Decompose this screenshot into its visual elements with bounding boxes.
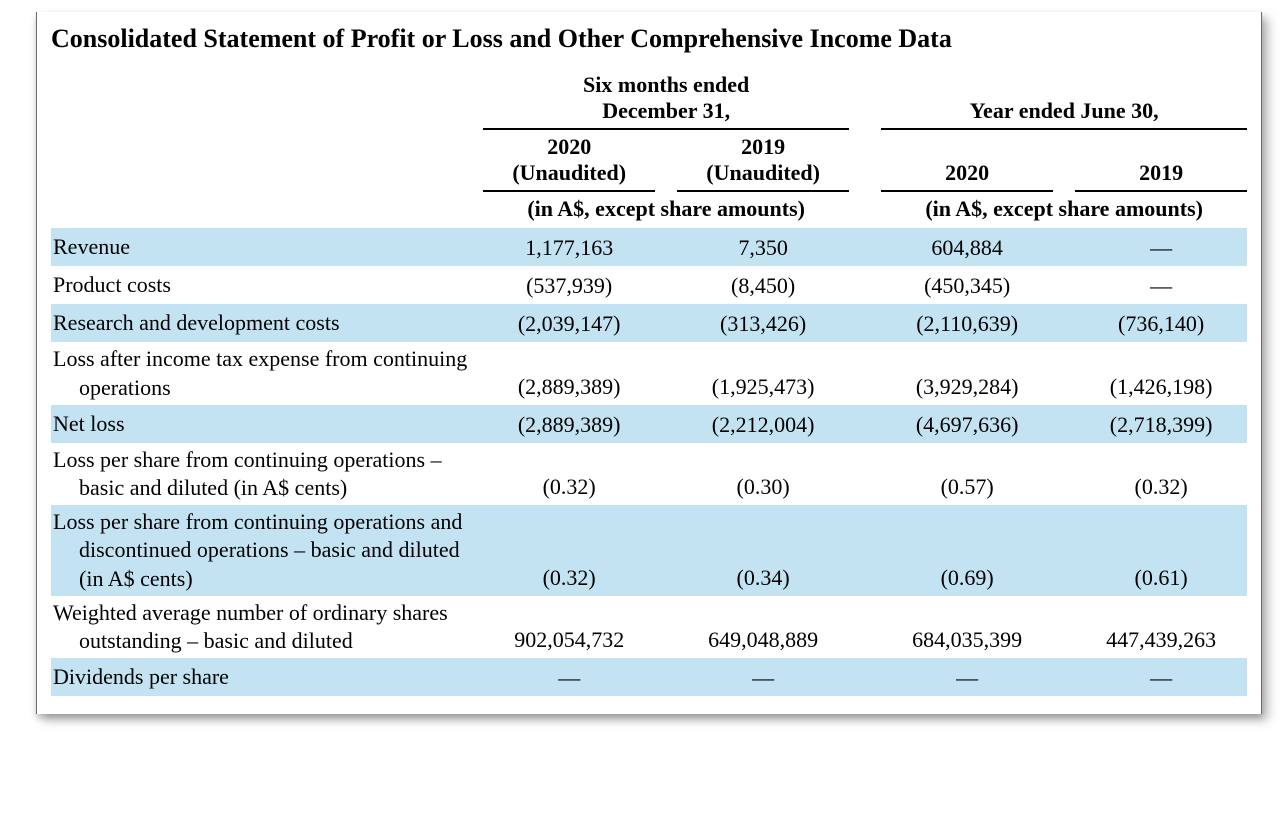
cell-value: (450,345) <box>881 266 1053 304</box>
table-row: Net loss(2,889,389) (2,212,004) (4,697,636… <box>51 405 1247 443</box>
cell-value: (736,140) <box>1075 304 1247 342</box>
cell-value: — <box>881 658 1053 696</box>
table-row: Product costs(537,939) (8,450) (450,345) — <box>51 266 1247 304</box>
cell-value: 7,350 <box>677 228 849 266</box>
header-six-months: Six months ended December 31, <box>483 68 849 129</box>
cell-value: (1,426,198) <box>1075 342 1247 404</box>
header-group-row: Six months ended December 31, Year ended… <box>51 68 1247 129</box>
row-label: Revenue <box>51 228 483 266</box>
statement-panel: Consolidated Statement of Profit or Loss… <box>36 12 1262 714</box>
cell-value: (4,697,636) <box>881 405 1053 443</box>
table-row: Loss per share from continuing operation… <box>51 505 1247 595</box>
header-years-row: 2020 (Unaudited) 2019 (Unaudited) 2020 2… <box>51 129 1247 191</box>
cell-value: (0.30) <box>677 443 849 505</box>
col2-note: (Unaudited) <box>706 160 820 185</box>
cell-value: — <box>1075 658 1247 696</box>
cell-value: — <box>677 658 849 696</box>
cell-value: (2,039,147) <box>483 304 655 342</box>
cell-value: (0.61) <box>1075 505 1247 595</box>
cell-value: (0.57) <box>881 443 1053 505</box>
row-label: Dividends per share <box>51 658 483 696</box>
col-header-2: 2019 (Unaudited) <box>677 129 849 191</box>
col1-note: (Unaudited) <box>512 160 626 185</box>
cell-value: (8,450) <box>677 266 849 304</box>
table-row: Loss after income tax expense from conti… <box>51 342 1247 404</box>
col1-year: 2020 <box>547 134 591 159</box>
cell-value: (0.32) <box>1075 443 1247 505</box>
financial-table: Six months ended December 31, Year ended… <box>51 68 1247 696</box>
cell-value: (313,426) <box>677 304 849 342</box>
header-six-months-line1: Six months ended <box>583 72 749 97</box>
cell-value: (1,925,473) <box>677 342 849 404</box>
cell-value: — <box>1075 266 1247 304</box>
cell-value: 1,177,163 <box>483 228 655 266</box>
cell-value: 604,884 <box>881 228 1053 266</box>
cell-value: (2,212,004) <box>677 405 849 443</box>
cell-value: (0.32) <box>483 443 655 505</box>
cell-value: 684,035,399 <box>881 596 1053 658</box>
row-label: Loss per share from continuing operation… <box>51 505 483 595</box>
row-label: Research and development costs <box>51 304 483 342</box>
col-header-3: 2020 <box>881 129 1053 191</box>
row-label: Product costs <box>51 266 483 304</box>
cell-value: 649,048,889 <box>677 596 849 658</box>
table-title: Consolidated Statement of Profit or Loss… <box>51 22 1247 68</box>
cell-value: (2,889,389) <box>483 342 655 404</box>
cell-value: — <box>1075 228 1247 266</box>
row-label: Net loss <box>51 405 483 443</box>
units-left: (in A$, except share amounts) <box>483 191 849 228</box>
row-label: Weighted average number of ordinary shar… <box>51 596 483 658</box>
cell-value: (0.34) <box>677 505 849 595</box>
cell-value: (537,939) <box>483 266 655 304</box>
units-right: (in A$, except share amounts) <box>881 191 1247 228</box>
header-year-ended: Year ended June 30, <box>881 68 1247 129</box>
table-row: Weighted average number of ordinary shar… <box>51 596 1247 658</box>
col-header-4: 2019 <box>1075 129 1247 191</box>
cell-value: (2,889,389) <box>483 405 655 443</box>
row-label: Loss after income tax expense from conti… <box>51 342 483 404</box>
col-header-1: 2020 (Unaudited) <box>483 129 655 191</box>
cell-value: (2,718,399) <box>1075 405 1247 443</box>
cell-value: (0.69) <box>881 505 1053 595</box>
cell-value: (0.32) <box>483 505 655 595</box>
cell-value: 447,439,263 <box>1075 596 1247 658</box>
cell-value: 902,054,732 <box>483 596 655 658</box>
cell-value: (3,929,284) <box>881 342 1053 404</box>
cell-value: — <box>483 658 655 696</box>
cell-value: (2,110,639) <box>881 304 1053 342</box>
table-row: Dividends per share———— <box>51 658 1247 696</box>
row-label: Loss per share from continuing operation… <box>51 443 483 505</box>
col2-year: 2019 <box>741 134 785 159</box>
table-row: Revenue1,177,163 7,350 604,884 — <box>51 228 1247 266</box>
table-row: Loss per share from continuing operation… <box>51 443 1247 505</box>
header-six-months-line2: December 31, <box>602 98 730 123</box>
table-row: Research and development costs(2,039,147… <box>51 304 1247 342</box>
header-units-row: (in A$, except share amounts) (in A$, ex… <box>51 191 1247 228</box>
